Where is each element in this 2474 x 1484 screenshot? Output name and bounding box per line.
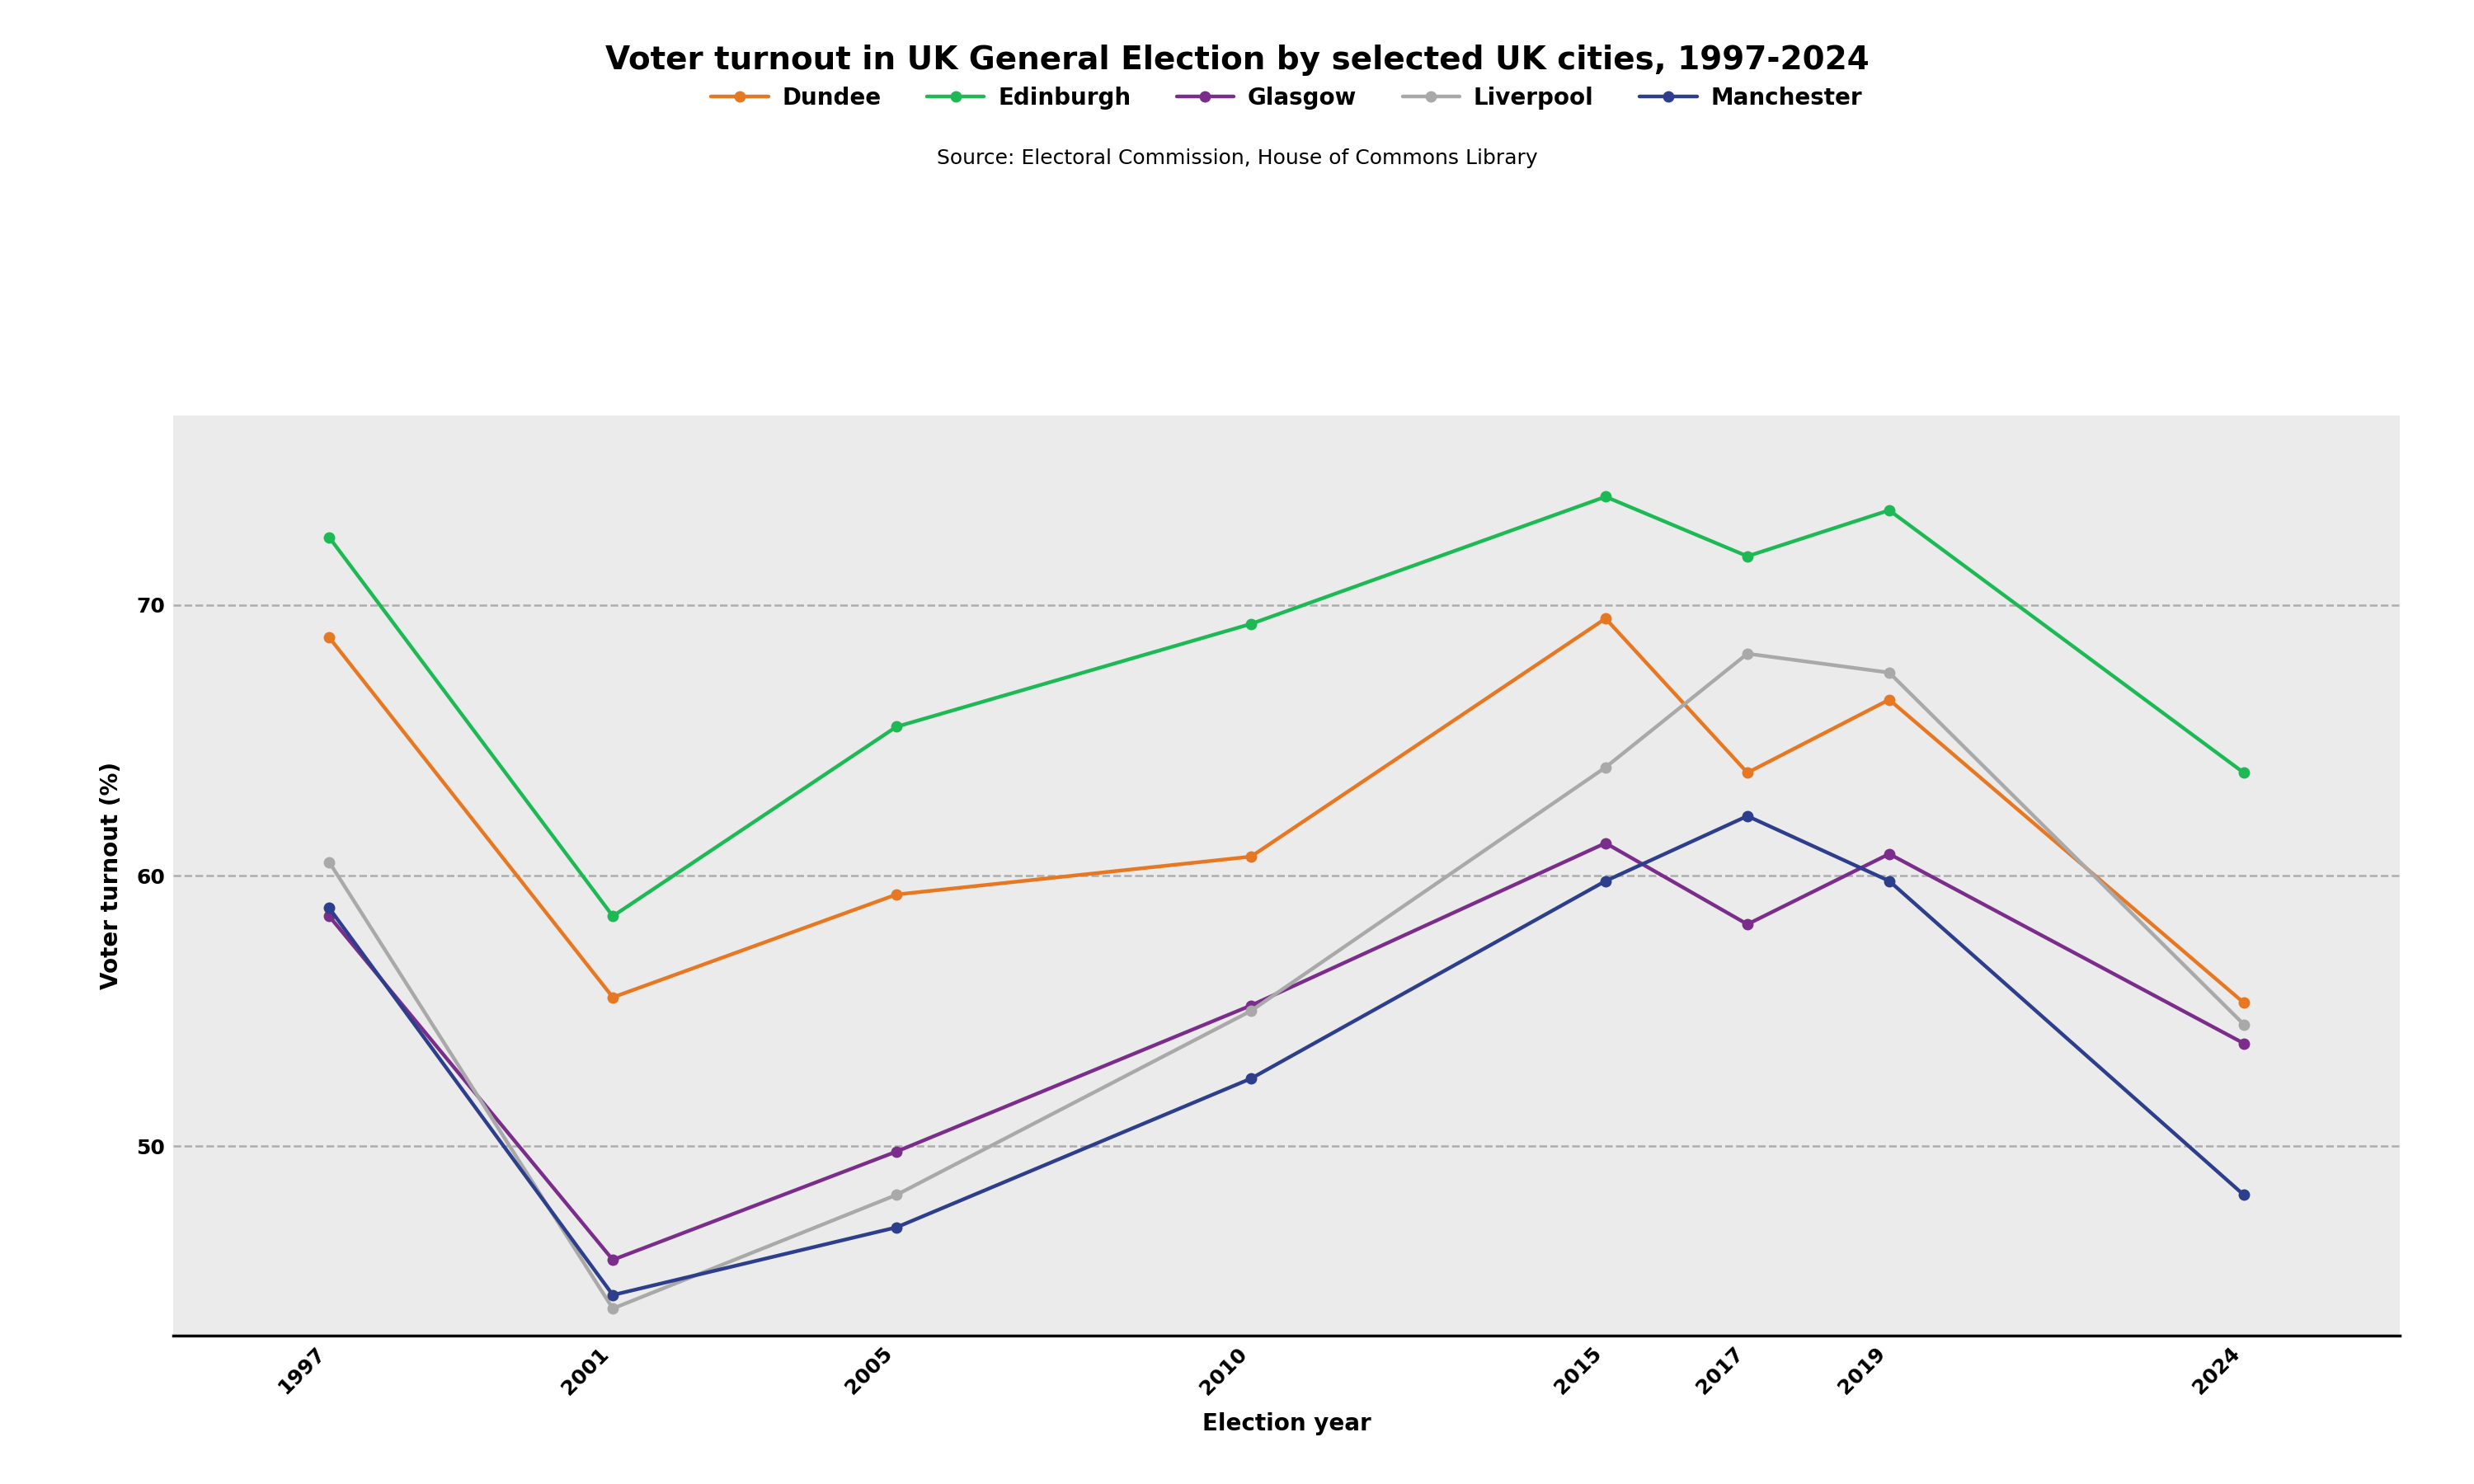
Liverpool: [599, 1300, 628, 1318]
Glasgow: [1237, 997, 1267, 1015]
Edinburgh: [1237, 614, 1267, 632]
X-axis label: Election year: Election year: [1202, 1413, 1371, 1435]
Dundee: [314, 629, 344, 647]
Glasgow: [1875, 844, 1905, 862]
Liverpool: [881, 1186, 910, 1204]
Dundee: [599, 988, 628, 1006]
Glasgow: [599, 1251, 628, 1269]
Liverpool: [1591, 758, 1620, 776]
Liverpool: [314, 853, 344, 871]
Dundee: [2229, 994, 2259, 1012]
Dundee: [1591, 610, 1620, 628]
Manchester: [2229, 1186, 2259, 1204]
Manchester: [1732, 807, 1761, 825]
Edinburgh: [314, 528, 344, 546]
Manchester: [1875, 873, 1905, 890]
Manchester: [1237, 1070, 1267, 1088]
Manchester: [599, 1287, 628, 1304]
Glasgow: [1732, 916, 1761, 933]
Edinburgh: [1732, 548, 1761, 565]
Line: Liverpool: Liverpool: [324, 649, 2249, 1313]
Edinburgh: [2229, 764, 2259, 782]
Liverpool: [1875, 663, 1905, 681]
Glasgow: [2229, 1034, 2259, 1052]
Edinburgh: [1591, 488, 1620, 506]
Liverpool: [1732, 644, 1761, 662]
Dundee: [1875, 690, 1905, 708]
Line: Edinburgh: Edinburgh: [324, 491, 2249, 922]
Edinburgh: [1875, 502, 1905, 519]
Liverpool: [2229, 1015, 2259, 1033]
Dundee: [1237, 847, 1267, 865]
Glasgow: [1591, 834, 1620, 852]
Line: Manchester: Manchester: [324, 810, 2249, 1300]
Dundee: [881, 886, 910, 904]
Line: Glasgow: Glasgow: [324, 838, 2249, 1264]
Edinburgh: [599, 907, 628, 925]
Edinburgh: [881, 718, 910, 736]
Text: Source: Electoral Commission, House of Commons Library: Source: Electoral Commission, House of C…: [938, 148, 1536, 168]
Glasgow: [881, 1143, 910, 1160]
Legend: Dundee, Edinburgh, Glasgow, Liverpool, Manchester: Dundee, Edinburgh, Glasgow, Liverpool, M…: [703, 77, 1870, 119]
Liverpool: [1237, 1002, 1267, 1020]
Manchester: [881, 1218, 910, 1236]
Glasgow: [314, 907, 344, 925]
Manchester: [1591, 873, 1620, 890]
Y-axis label: Voter turnout (%): Voter turnout (%): [99, 761, 124, 990]
Manchester: [314, 899, 344, 917]
Dundee: [1732, 764, 1761, 782]
Line: Dundee: Dundee: [324, 613, 2249, 1008]
Text: Voter turnout in UK General Election by selected UK cities, 1997-2024: Voter turnout in UK General Election by …: [606, 45, 1868, 76]
